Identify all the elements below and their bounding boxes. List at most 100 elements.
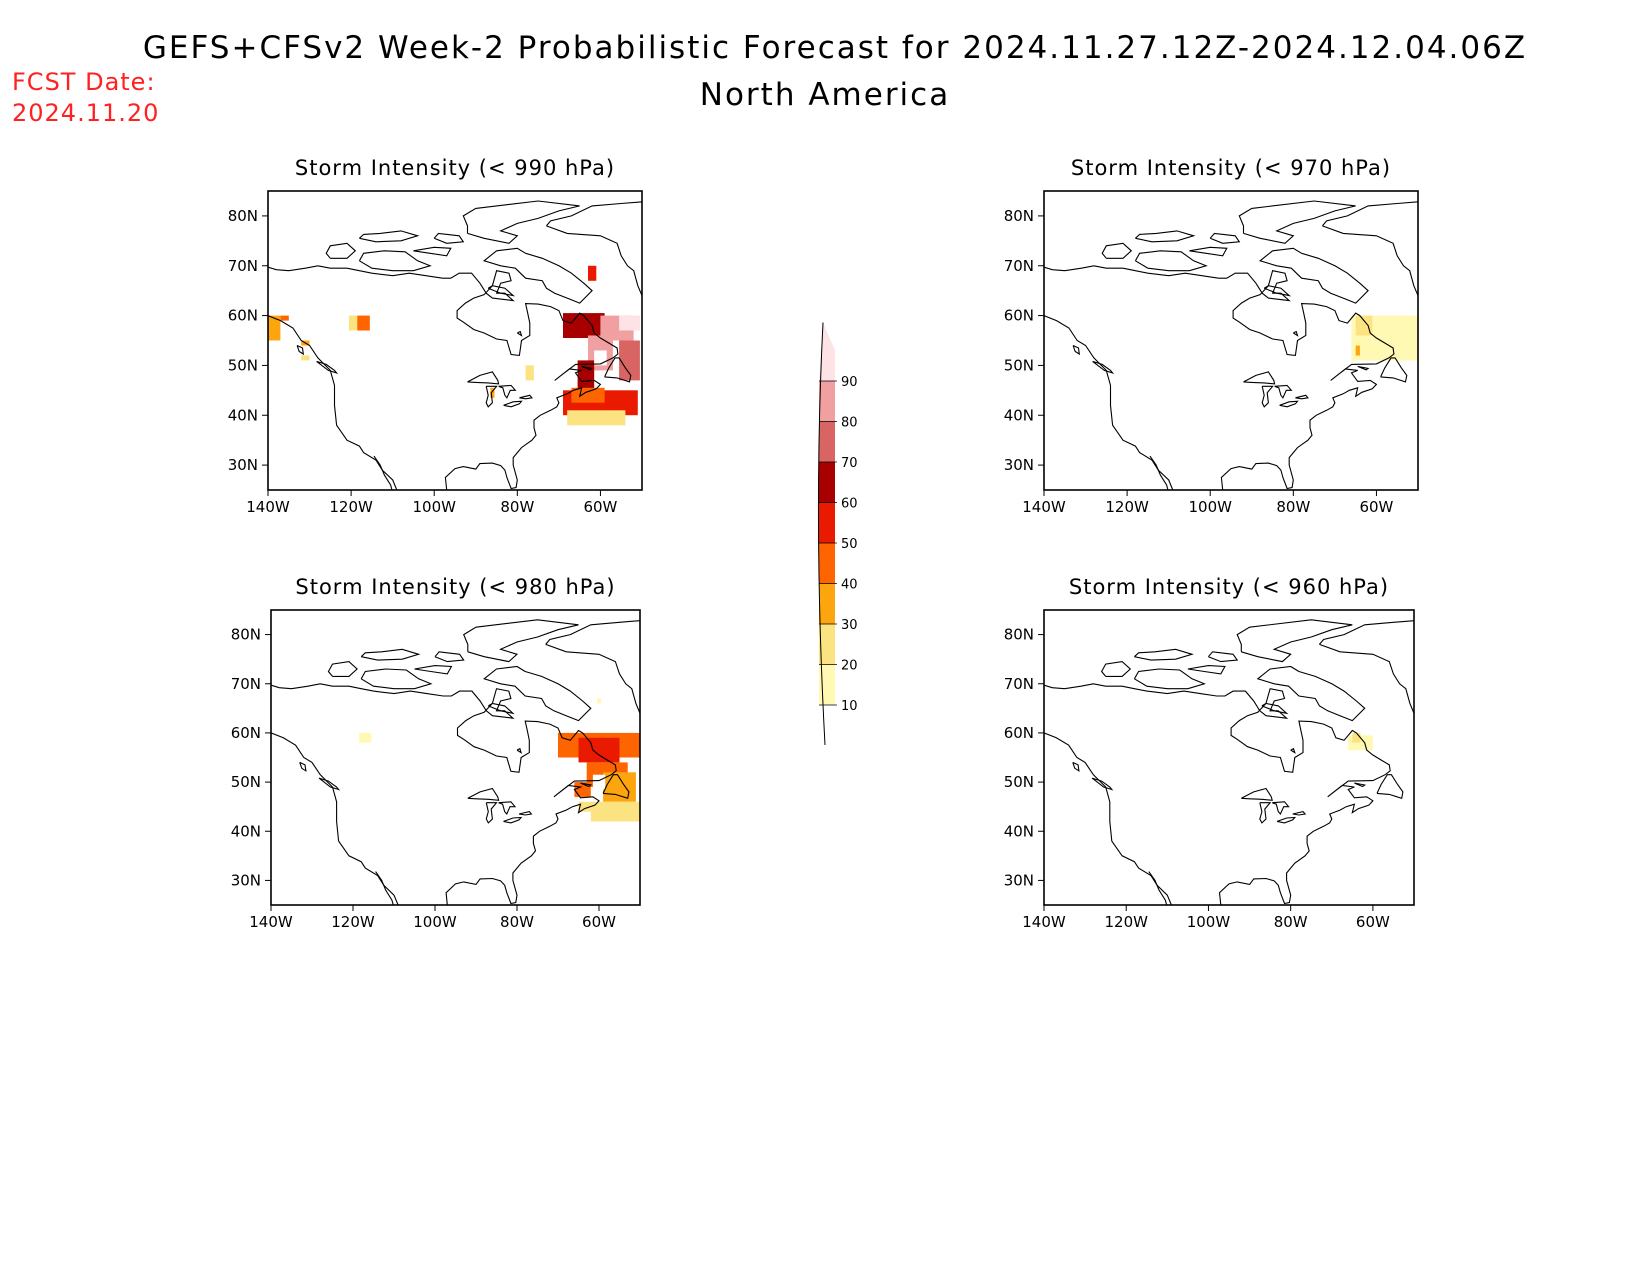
coastline xyxy=(483,665,592,722)
probability-cell xyxy=(490,387,495,398)
coastline xyxy=(1189,246,1228,257)
coastline xyxy=(296,345,304,356)
y-tick-label: 80N xyxy=(231,626,261,644)
coastline xyxy=(1236,619,1353,663)
coastline xyxy=(518,810,533,816)
coastline xyxy=(1044,683,1391,905)
x-tick-label: 80W xyxy=(1276,498,1310,516)
forecast-date-label: FCST Date: xyxy=(12,68,156,96)
coastline xyxy=(580,782,593,788)
x-tick-label: 80W xyxy=(1274,913,1308,931)
colorbar-segment xyxy=(819,624,835,665)
probability-cell xyxy=(280,315,289,321)
colorbar-edge xyxy=(817,322,826,746)
coastline xyxy=(1072,345,1080,356)
x-tick-label: 60W xyxy=(583,498,617,516)
x-tick-label: 140W xyxy=(1022,498,1066,516)
coastline xyxy=(1149,455,1169,490)
coastline xyxy=(1091,777,1114,791)
probability-cell xyxy=(567,410,626,426)
coastline xyxy=(462,200,580,244)
y-tick-label: 70N xyxy=(1004,675,1034,693)
y-tick-label: 40N xyxy=(231,822,261,840)
x-tick-label: 120W xyxy=(1104,913,1148,931)
coastline xyxy=(1148,871,1168,905)
coastline xyxy=(299,761,307,772)
coastline xyxy=(581,365,594,371)
y-tick-label: 50N xyxy=(231,773,261,791)
coastline xyxy=(1044,265,1395,490)
x-tick-label: 100W xyxy=(412,498,456,516)
y-tick-label: 60N xyxy=(1004,307,1034,325)
coastline xyxy=(1259,802,1272,824)
y-tick-label: 70N xyxy=(228,257,258,275)
probability-cell xyxy=(525,365,534,381)
coastline xyxy=(604,357,632,383)
y-tick-label: 50N xyxy=(1004,773,1034,791)
coastline xyxy=(503,816,523,824)
coastline xyxy=(1276,816,1297,824)
coastline xyxy=(1044,315,1174,490)
coastline xyxy=(1380,357,1408,383)
coastline xyxy=(1293,330,1299,337)
y-tick-label: 60N xyxy=(231,724,261,742)
panel-title: Storm Intensity (< 970 hPa) xyxy=(1071,156,1391,180)
coastline xyxy=(1258,247,1369,304)
coastline xyxy=(414,665,453,675)
coastline xyxy=(1318,620,1414,715)
map-area xyxy=(1044,619,1414,905)
probability-cell xyxy=(588,265,597,281)
probability-cell xyxy=(571,387,605,403)
coastline xyxy=(271,683,617,905)
y-tick-label: 70N xyxy=(231,675,261,693)
y-tick-label: 50N xyxy=(1004,356,1034,374)
coastline xyxy=(1274,384,1293,399)
coastline xyxy=(1072,761,1080,772)
colorbar-label: 10 xyxy=(841,699,858,714)
panel-title: Storm Intensity (< 980 hPa) xyxy=(295,575,615,599)
probability-cell xyxy=(357,315,370,331)
x-tick-label: 80W xyxy=(500,498,534,516)
map-frame xyxy=(267,190,643,491)
map-area xyxy=(1044,200,1418,490)
x-tick-label: 140W xyxy=(246,498,290,516)
coastline xyxy=(487,285,516,297)
colorbar-label: 70 xyxy=(841,456,858,471)
y-tick-label: 60N xyxy=(228,307,258,325)
map-area xyxy=(268,200,642,490)
x-tick-label: 120W xyxy=(1105,498,1149,516)
y-tick-label: 80N xyxy=(1004,207,1034,225)
colorbar-label: 50 xyxy=(841,537,858,552)
coastline xyxy=(488,702,515,715)
coastline xyxy=(467,787,500,801)
panel-title: Storm Intensity (< 990 hPa) xyxy=(295,156,615,180)
map-frame xyxy=(1043,609,1415,906)
coastline xyxy=(1207,651,1239,663)
color-legend: 10 20 30 40 50 60 70 80 90 xyxy=(817,322,858,746)
coastline xyxy=(434,651,465,663)
coastline xyxy=(1256,665,1366,722)
probability-cell xyxy=(578,737,620,763)
coastline xyxy=(433,232,465,244)
map-panels: Storm Intensity (< 990 hPa) 140W 120W 100W 8… xyxy=(228,156,1419,931)
coastline xyxy=(268,315,398,490)
coastline xyxy=(360,668,433,690)
coastline xyxy=(1279,400,1299,408)
colorbar-segment xyxy=(819,543,835,584)
coastline xyxy=(1261,702,1289,715)
x-tick-label: 60W xyxy=(1356,913,1390,931)
coastline xyxy=(1101,242,1133,259)
coastline xyxy=(358,250,432,272)
x-tick-label: 60W xyxy=(1359,498,1393,516)
map-panel-960: Storm Intensity (< 960 hPa) 140W 120W 100W 8… xyxy=(1004,575,1415,931)
x-tick-label: 100W xyxy=(1187,913,1231,931)
region-subtitle: North America xyxy=(699,77,951,113)
coastline xyxy=(325,242,357,259)
probability-cell xyxy=(1352,732,1361,743)
coastline xyxy=(316,360,339,374)
probability-cell xyxy=(597,698,602,704)
x-tick-label: 100W xyxy=(1188,498,1232,516)
coastline xyxy=(1238,200,1356,244)
colorbar-label: 40 xyxy=(841,578,858,593)
map-frame xyxy=(270,609,641,906)
